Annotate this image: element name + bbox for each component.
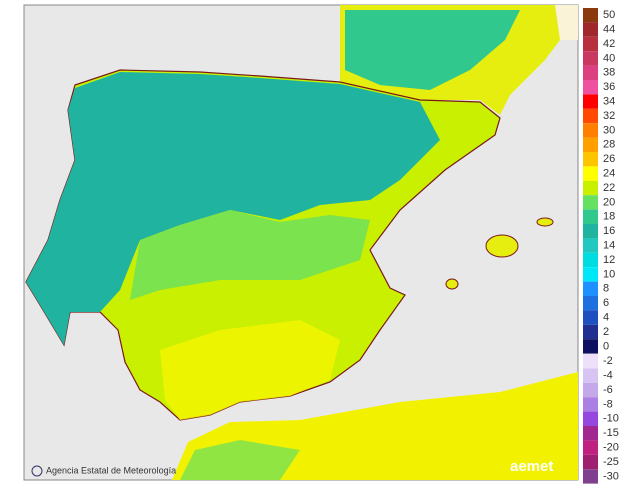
- legend-label: 16: [603, 225, 615, 237]
- legend-swatch: [583, 354, 598, 369]
- legend-label: 30: [603, 124, 615, 136]
- legend-label: 12: [603, 254, 615, 266]
- legend-label: 26: [603, 153, 615, 165]
- legend-swatch: [583, 310, 598, 325]
- legend-swatch: [583, 454, 598, 470]
- legend-swatch: [583, 36, 598, 52]
- legend-swatch: [583, 195, 598, 210]
- legend-label: -8: [603, 398, 613, 410]
- legend-label: 22: [603, 182, 615, 194]
- legend-swatch: [583, 108, 598, 124]
- legend-swatch: [583, 368, 598, 383]
- legend-label: 0: [603, 340, 609, 352]
- menorca: [536, 217, 554, 227]
- legend-swatch: [583, 397, 598, 412]
- legend-label: 44: [603, 24, 615, 36]
- legend-swatch: [583, 22, 598, 37]
- legend-swatch: [583, 209, 598, 224]
- legend-label: 38: [603, 67, 615, 79]
- legend-swatch: [583, 123, 598, 138]
- legend-swatch: [583, 469, 598, 484]
- legend: 5044424038363432302826242220181614121086…: [583, 8, 619, 484]
- legend-swatch: [583, 252, 598, 268]
- legend-swatch: [583, 180, 598, 196]
- logo: aemet: [510, 458, 553, 475]
- legend-label: -2: [603, 355, 613, 367]
- legend-label: 10: [603, 268, 615, 280]
- map: [25, 5, 578, 480]
- legend-swatch: [583, 8, 598, 23]
- legend-label: 20: [603, 196, 615, 208]
- legend-swatch: [583, 411, 598, 426]
- legend-label: 24: [603, 168, 615, 180]
- legend-label: 4: [603, 312, 609, 324]
- legend-label: -30: [603, 470, 619, 482]
- legend-label: -20: [603, 442, 619, 454]
- north-cool-zone: [26, 72, 440, 345]
- legend-label: 40: [603, 52, 615, 64]
- green-zone: [130, 210, 370, 300]
- legend-label: -6: [603, 384, 613, 396]
- legend-label: 6: [603, 297, 609, 309]
- legend-swatch: [583, 94, 598, 109]
- legend-swatch: [583, 65, 598, 80]
- legend-label: -10: [603, 413, 619, 425]
- legend-label: 18: [603, 211, 615, 223]
- legend-label: -15: [603, 427, 619, 439]
- france-green: [345, 10, 520, 90]
- agency-name: Agencia Estatal de Meteorología: [46, 465, 176, 475]
- south-yellow: [160, 320, 340, 420]
- legend-swatch: [583, 281, 598, 296]
- legend-swatch: [583, 238, 598, 253]
- legend-label: 8: [603, 283, 609, 295]
- legend-label: 14: [603, 240, 615, 252]
- pale-region: [555, 5, 578, 40]
- legend-swatch: [583, 137, 598, 152]
- mallorca: [485, 234, 519, 258]
- legend-label: 42: [603, 38, 615, 50]
- legend-label: 2: [603, 326, 609, 338]
- legend-swatch: [583, 339, 598, 354]
- legend-swatch: [583, 324, 598, 340]
- legend-label: -25: [603, 456, 619, 468]
- legend-swatch: [583, 440, 598, 455]
- legend-swatch: [583, 166, 598, 181]
- legend-label: 34: [603, 96, 615, 108]
- legend-swatch: [583, 267, 598, 282]
- legend-swatch: [583, 224, 598, 239]
- legend-label: 50: [603, 9, 615, 21]
- legend-swatch: [583, 51, 598, 66]
- legend-swatch: [583, 382, 598, 398]
- legend-label: -4: [603, 370, 613, 382]
- legend-label: 36: [603, 81, 615, 93]
- legend-swatch: [583, 426, 598, 441]
- legend-label: 28: [603, 139, 615, 151]
- legend-label: 32: [603, 110, 615, 122]
- copyright-icon: [31, 465, 43, 477]
- africa-green: [180, 440, 300, 480]
- legend-swatch: [583, 80, 598, 95]
- ibiza: [445, 278, 459, 290]
- legend-swatch: [583, 152, 598, 167]
- legend-swatch: [583, 296, 598, 311]
